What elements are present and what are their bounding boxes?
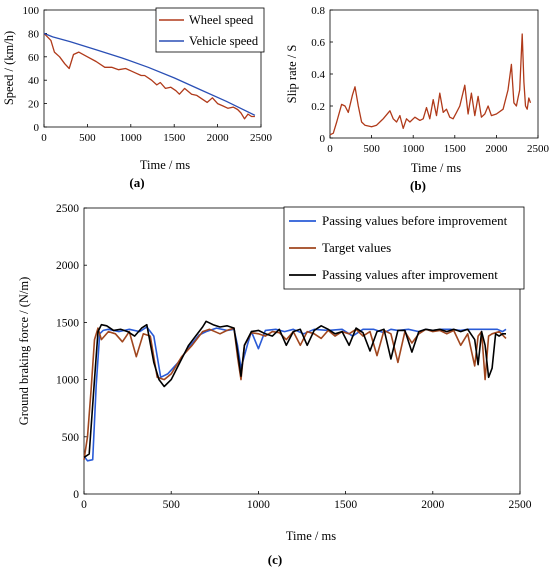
- panel-c: 0 500 1000 1500 2000 2500 0 500 1000 1500 2000 250…: [17, 203, 532, 567]
- x-tick-label: 2000: [207, 132, 230, 144]
- x-tick-label: 1500: [163, 132, 186, 144]
- panel-c-legend: Passing values before improvement Target…: [283, 206, 525, 290]
- series-line-b-0: [329, 33, 532, 136]
- x-tick-label: 500: [79, 132, 96, 144]
- x-tick-label: 1000: [120, 132, 143, 144]
- panel-c-y-ticks: 0 500 1000 1500 2000 2500: [56, 203, 87, 501]
- panel-c-x-ticks: 0 500 1000 1500 2000 2500: [81, 491, 532, 511]
- x-tick-label: 0: [41, 132, 47, 144]
- legend-label-before-improvement: Passing values before improvement: [322, 213, 508, 228]
- panel-a-series: [43, 32, 256, 120]
- legend-label-wheel-speed: Wheel speed: [189, 13, 254, 27]
- series-line-target-values: [83, 327, 507, 460]
- y-tick-label: 0.8: [311, 5, 325, 17]
- panel-b-y-ticks: 0 0.2 0.4 0.6 0.8: [311, 5, 333, 145]
- panel-b-series: [329, 33, 532, 136]
- x-tick-label: 2500: [509, 499, 532, 511]
- y-tick-label: 0.4: [311, 69, 325, 81]
- panel-a-y-ticks: 0 20 40 60 80 100: [23, 5, 47, 134]
- panel-b-x-axis-label: Time / ms: [411, 161, 461, 175]
- x-tick-label: 2500: [527, 143, 550, 155]
- y-tick-label: 0.2: [311, 101, 325, 113]
- y-tick-label: 0: [320, 133, 326, 145]
- legend-label-target-values: Target values: [322, 240, 391, 255]
- panel-b-x-ticks: 0 500 1000 1500 2000 2500: [327, 135, 550, 155]
- x-tick-label: 1000: [402, 143, 425, 155]
- series-line-passing-values-before-improvement: [83, 326, 507, 462]
- series-line-passing-values-after-improvement: [83, 320, 506, 459]
- panel-c-y-axis-label: Ground braking force / (N/m): [17, 277, 31, 426]
- panel-a-x-ticks: 0 500 1000 1500 2000 2500: [41, 124, 273, 144]
- y-tick-label: 2000: [56, 260, 79, 272]
- panel-a-x-axis-label: Time / ms: [140, 158, 190, 172]
- x-tick-label: 1000: [247, 499, 270, 511]
- x-tick-label: 2500: [250, 132, 273, 144]
- x-tick-label: 2000: [485, 143, 508, 155]
- y-tick-label: 500: [62, 432, 80, 444]
- y-tick-label: 0.6: [311, 37, 325, 49]
- series-line-wheel-speed: [43, 32, 255, 120]
- panel-c-x-axis-label: Time / ms: [286, 529, 336, 543]
- x-tick-label: 2000: [421, 499, 444, 511]
- panel-c-label: (c): [268, 552, 282, 567]
- panel-b: 0 500 1000 1500 2000 2500 0 0.2 0.4 0.6 0.8 Time …: [285, 5, 550, 193]
- x-tick-label: 0: [327, 143, 333, 155]
- y-tick-label: 1000: [56, 375, 79, 387]
- x-tick-label: 500: [363, 143, 380, 155]
- panel-c-legend-box: [283, 206, 525, 290]
- panel-b-label: (b): [410, 178, 426, 193]
- y-tick-label: 0: [73, 489, 79, 501]
- panel-b-y-axis-label: Slip rate / S: [285, 45, 299, 104]
- y-tick-label: 60: [28, 52, 40, 64]
- legend-label-vehicle-speed: Vehicle speed: [189, 34, 259, 48]
- legend-label-after-improvement: Passing values after improvement: [322, 267, 498, 282]
- y-tick-label: 20: [28, 99, 40, 111]
- panel-a: 0 500 1000 1500 2000 2500 0 20 40 60 80 100 Time /…: [2, 5, 273, 190]
- panel-a-plot-frame: [43, 9, 262, 128]
- y-tick-label: 0: [34, 122, 40, 134]
- x-tick-label: 500: [163, 499, 181, 511]
- y-tick-label: 100: [23, 5, 40, 17]
- series-line-vehicle-speed: [43, 32, 256, 116]
- panel-a-legend-box: [155, 7, 265, 53]
- y-tick-label: 2500: [56, 203, 79, 215]
- panel-c-series: [83, 320, 507, 462]
- y-tick-label: 40: [28, 75, 40, 87]
- x-tick-label: 0: [81, 499, 87, 511]
- y-tick-label: 1500: [56, 317, 79, 329]
- panel-a-legend: Wheel speed Vehicle speed: [155, 7, 265, 53]
- panel-a-y-axis-label: Speed / (km/h): [2, 31, 16, 105]
- x-tick-label: 1500: [444, 143, 467, 155]
- y-tick-label: 80: [28, 28, 40, 40]
- x-tick-label: 1500: [334, 499, 357, 511]
- panel-a-label: (a): [129, 175, 144, 190]
